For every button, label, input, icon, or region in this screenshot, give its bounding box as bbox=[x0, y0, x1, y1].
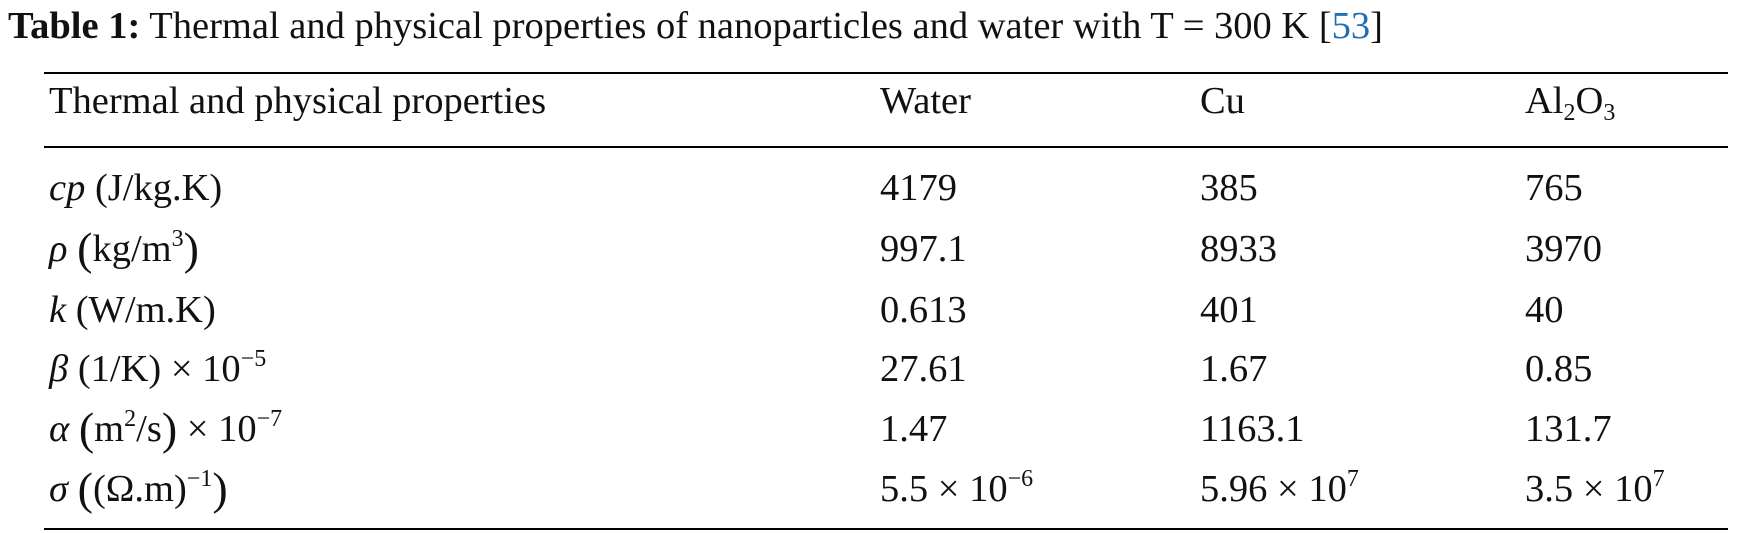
cell-al2o3: 40 bbox=[1525, 289, 1564, 331]
cell-cu: 8933 bbox=[1200, 228, 1277, 270]
property-beta: β (1/K) × 10−5 bbox=[49, 346, 267, 390]
cell-cu: 1163.1 bbox=[1200, 408, 1305, 450]
cell-al2o3: 0.85 bbox=[1525, 348, 1593, 390]
property-k: k (W/m.K) bbox=[49, 289, 216, 331]
property-sigma: σ ((Ω.m)−1) bbox=[49, 463, 228, 514]
cell-cu: 5.96 × 107 bbox=[1200, 466, 1359, 510]
header-water: Water bbox=[880, 80, 971, 122]
header-cu: Cu bbox=[1200, 80, 1245, 122]
citation-link[interactable]: 53 bbox=[1331, 5, 1371, 47]
cell-al2o3: 3.5 × 107 bbox=[1525, 466, 1665, 510]
header-al2o3: Al2O3 bbox=[1525, 80, 1616, 126]
cell-water: 4179 bbox=[880, 167, 957, 209]
caption-text: Thermal and physical properties of nanop… bbox=[149, 5, 1332, 47]
top-rule bbox=[44, 72, 1728, 74]
caption-label: Table 1: bbox=[8, 5, 141, 47]
cell-water: 997.1 bbox=[880, 228, 967, 270]
cell-cu: 1.67 bbox=[1200, 348, 1268, 390]
header-properties: Thermal and physical properties bbox=[49, 80, 547, 122]
property-alpha: α (m2/s) × 10−7 bbox=[49, 403, 283, 454]
caption-close: ] bbox=[1370, 5, 1383, 47]
property-cp: cp (J/kg.K) bbox=[49, 167, 223, 209]
table-caption: Table 1: Thermal and physical properties… bbox=[8, 4, 1383, 48]
cell-water: 0.613 bbox=[880, 289, 967, 331]
cell-water: 1.47 bbox=[880, 408, 948, 450]
cell-al2o3: 765 bbox=[1525, 167, 1583, 209]
cell-water: 5.5 × 10−6 bbox=[880, 466, 1034, 510]
bottom-rule bbox=[44, 528, 1728, 530]
cell-cu: 385 bbox=[1200, 167, 1258, 209]
property-rho: ρ (kg/m3) bbox=[49, 223, 199, 274]
cell-water: 27.61 bbox=[880, 348, 967, 390]
header-rule bbox=[44, 146, 1728, 148]
cell-al2o3: 3970 bbox=[1525, 228, 1602, 270]
cell-cu: 401 bbox=[1200, 289, 1258, 331]
cell-al2o3: 131.7 bbox=[1525, 408, 1612, 450]
